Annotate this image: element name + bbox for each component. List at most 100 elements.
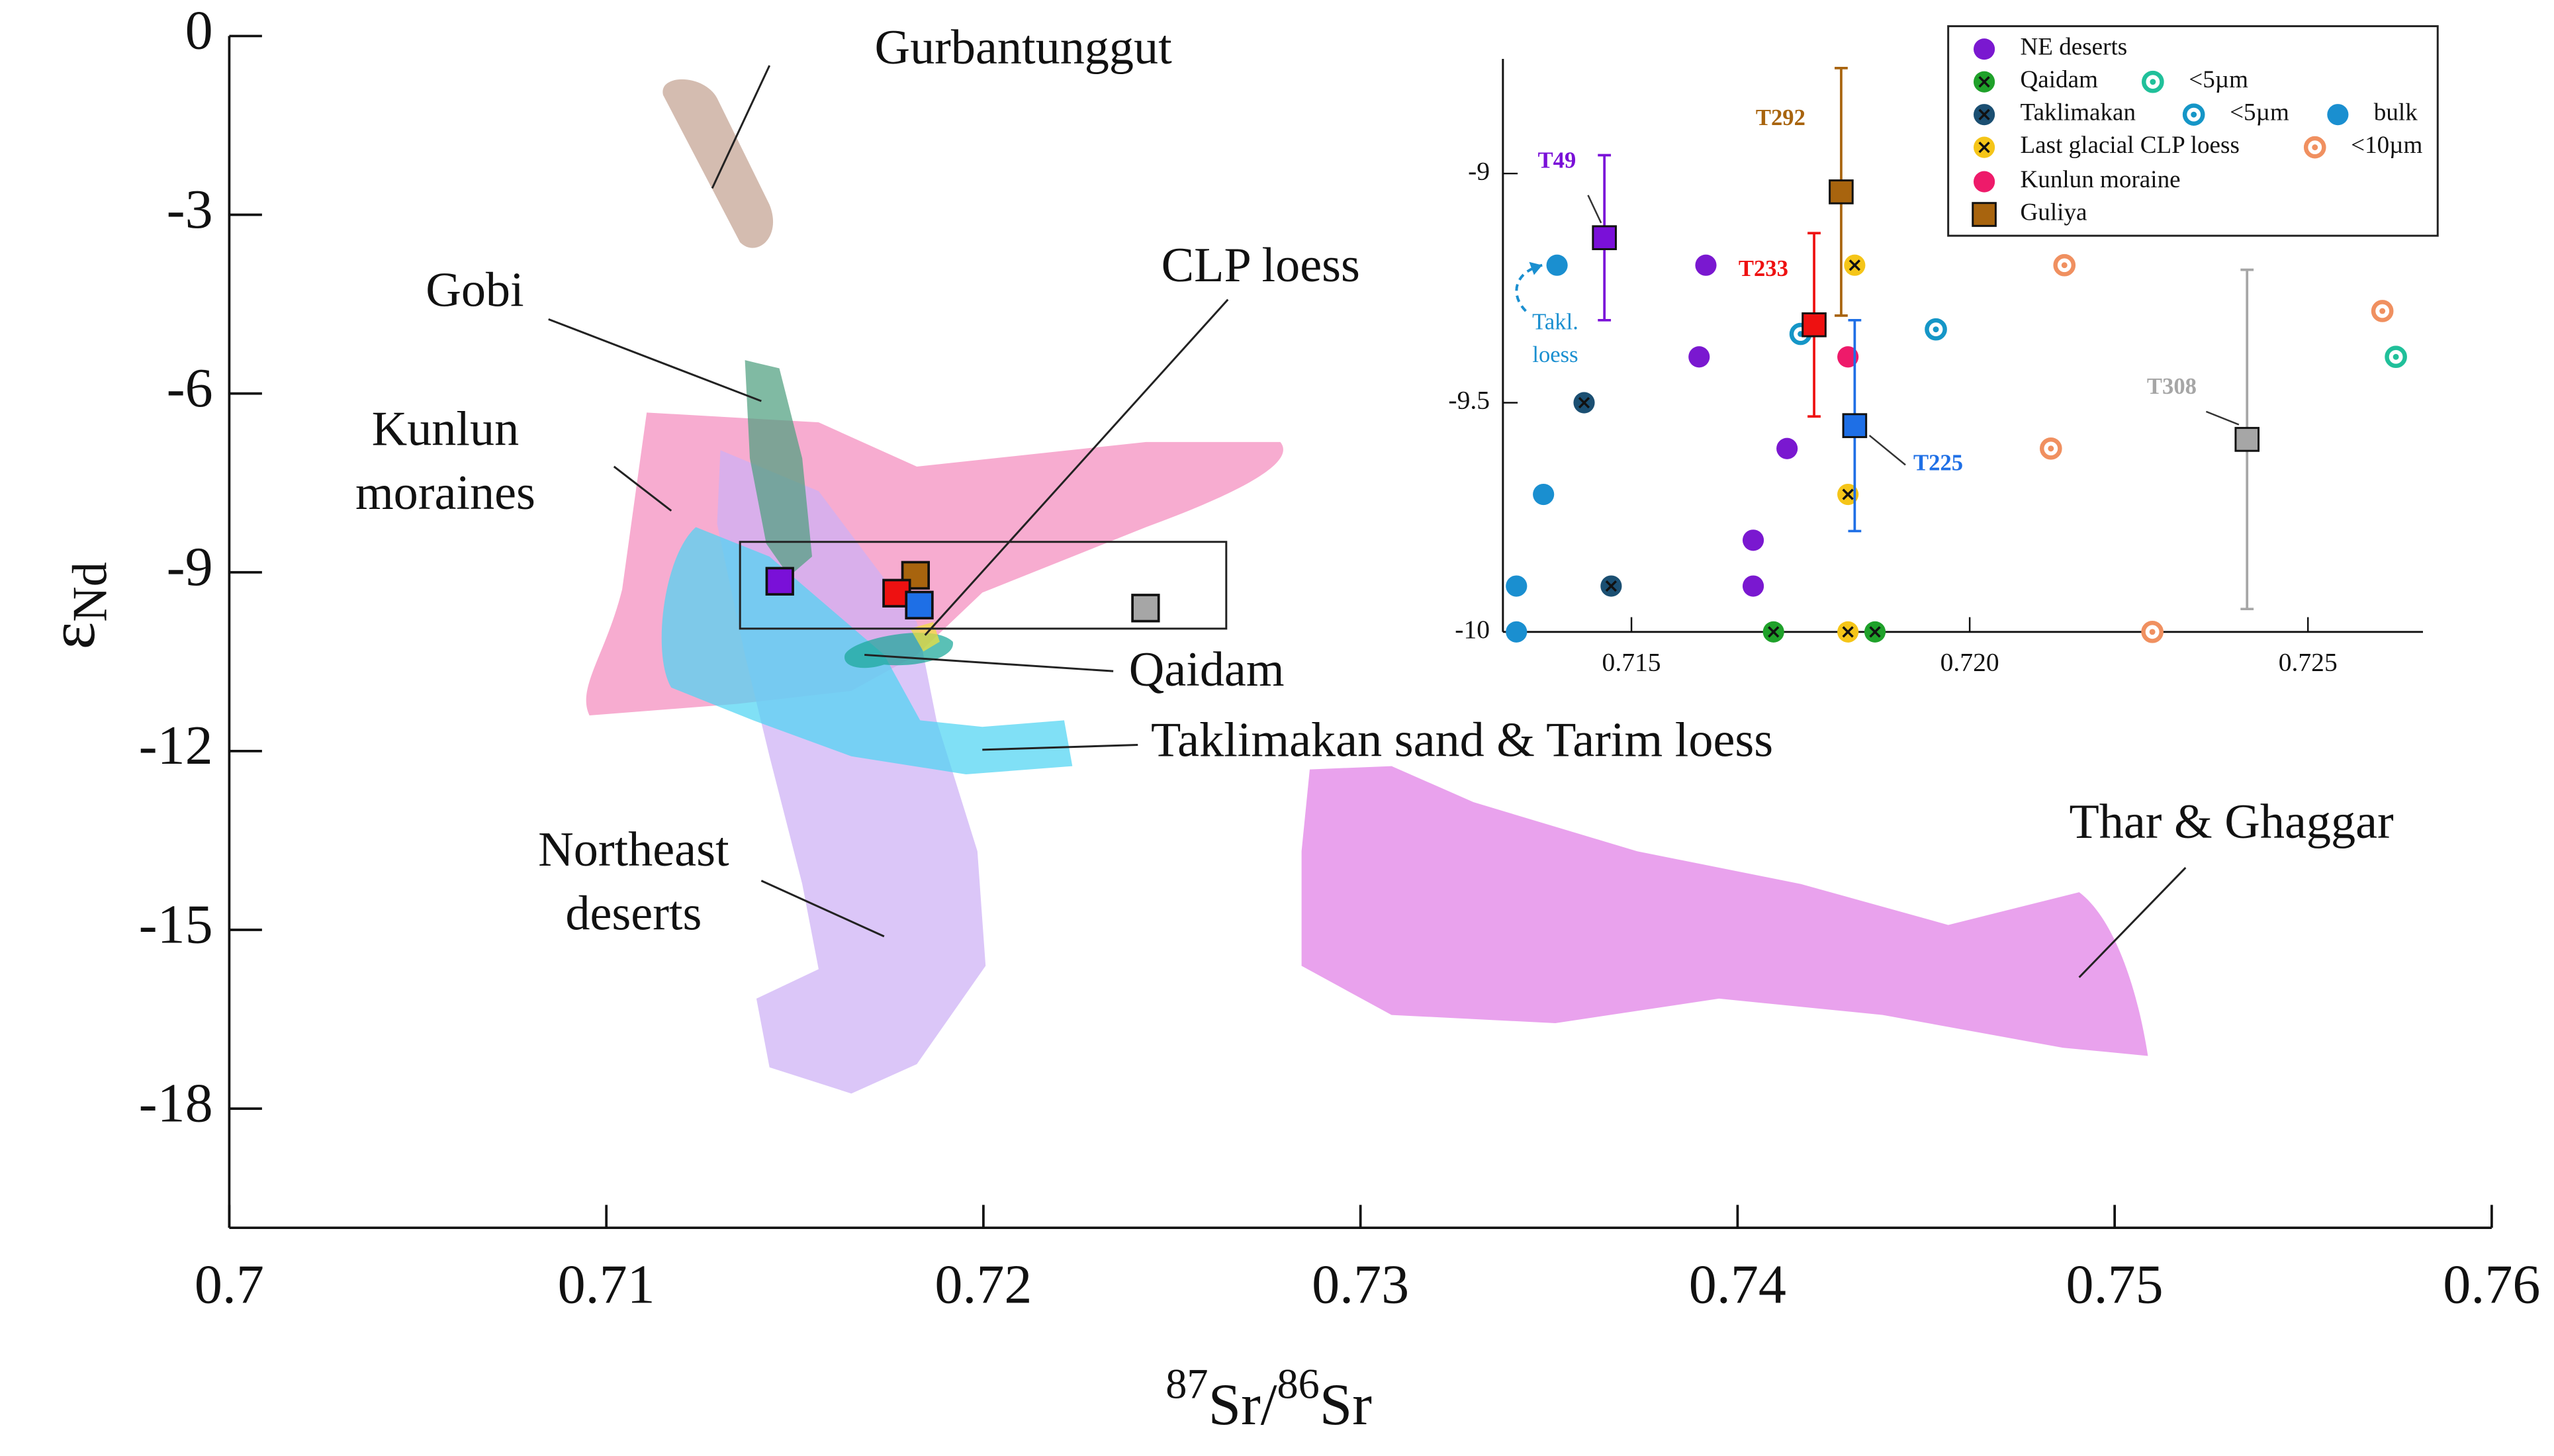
marker (1974, 171, 1995, 193)
region-label: Qaidam (1129, 643, 1285, 697)
legend-label: <10µm (2351, 132, 2422, 159)
marker (2303, 136, 2326, 159)
legend-label: bulk (2374, 99, 2418, 126)
marker (1573, 392, 1595, 414)
region (745, 360, 813, 576)
x-tick-label: 0.74 (1689, 1253, 1786, 1315)
x-tick-label: 0.73 (1312, 1253, 1409, 1315)
marker (1829, 179, 1854, 205)
marker-x (1978, 76, 1990, 88)
region-label: Thar & Ghaggar (2069, 795, 2394, 849)
marker-circle (1506, 575, 1528, 597)
marker (1842, 413, 1868, 438)
leader-line (982, 743, 1138, 751)
point-leader (1868, 435, 1906, 466)
marker-x (1768, 626, 1780, 638)
marker-circle (1837, 346, 1859, 368)
annotation-arrow (1515, 263, 1543, 312)
y-tick-label: -18 (139, 1072, 213, 1134)
x-label-part: 87 (1165, 1360, 1208, 1407)
legend-label: Guliya (2021, 199, 2087, 226)
leader-line (711, 65, 771, 189)
marker-x (1605, 580, 1618, 592)
x-label-part: 86 (1277, 1360, 1319, 1407)
marker-square (1801, 312, 1827, 338)
region-label: moraines (355, 466, 535, 520)
marker (2142, 70, 2164, 93)
leader-line (924, 298, 1229, 636)
point-label: T308 (2147, 374, 2197, 399)
region-label: Kunlun (372, 402, 520, 457)
marker (2141, 620, 2164, 643)
x-axis-label: 87Sr/86Sr (1165, 1360, 1372, 1437)
marker-dot (2191, 111, 2197, 118)
marker-dot (2149, 629, 2156, 635)
marker-dot (2150, 79, 2156, 85)
region (662, 79, 774, 248)
marker-x (1978, 141, 1990, 154)
marker (1837, 483, 1859, 506)
leader-line (2078, 866, 2187, 978)
point-label: T49 (1538, 148, 1576, 173)
marker-circle (1776, 437, 1798, 459)
marker (2371, 300, 2394, 322)
y-tick-label: -9 (167, 536, 213, 598)
marker (2053, 253, 2076, 277)
y-tick-label: -6 (167, 357, 213, 419)
marker (1974, 38, 1995, 60)
legend-label: Qaidam (2021, 66, 2099, 93)
marker (1776, 437, 1798, 459)
marker-dot (2061, 262, 2068, 269)
marker (1506, 575, 1528, 597)
marker (1974, 104, 1995, 126)
annotation: loess (1532, 342, 1578, 367)
y-label-part: Nd (64, 562, 118, 622)
marker (1688, 346, 1710, 368)
region-label: Gurbantunggut (875, 21, 1173, 75)
marker-circle (1533, 483, 1555, 506)
marker (2234, 427, 2260, 452)
leader-line (864, 653, 1114, 672)
marker (1801, 312, 1827, 338)
x-tick-label: 0.76 (2443, 1253, 2540, 1315)
marker-square (1592, 225, 1617, 250)
inset-legend-box (1947, 25, 2439, 237)
marker (1864, 621, 1886, 643)
marker-x (1842, 488, 1854, 500)
y-tick-label: -12 (139, 715, 213, 776)
marker-dot (2379, 308, 2386, 314)
y-axis-label: εNd (36, 562, 118, 649)
marker-x (1842, 626, 1854, 638)
inset-y-tick-label: -9.5 (1448, 386, 1490, 415)
region-label: Taklimakan sand & Tarim loess (1151, 713, 1773, 768)
legend-label: Kunlun moraine (2021, 166, 2181, 193)
x-tick-label: 0.71 (558, 1253, 655, 1315)
marker-x (1978, 109, 1990, 120)
marker-circle (1546, 254, 1568, 276)
marker-circle (1688, 346, 1710, 368)
marker-circle (2327, 104, 2349, 126)
inset-y-tick-label: -9 (1468, 156, 1490, 185)
marker (1974, 136, 1995, 158)
inset-extent-box (739, 541, 1228, 630)
legend-label: <5µm (2189, 66, 2248, 93)
x-label-part: Sr/ (1209, 1373, 1277, 1438)
legend-label: NE deserts (2021, 34, 2128, 61)
marker (1600, 575, 1622, 597)
point-label: T292 (1756, 105, 1805, 130)
x-label-part: Sr (1320, 1373, 1372, 1438)
marker (2327, 104, 2349, 126)
point-label: T225 (1913, 450, 1963, 475)
marker-dot (2393, 353, 2399, 360)
marker (1762, 621, 1784, 643)
marker-circle (1974, 38, 1995, 60)
inset-x-tick-label: 0.725 (2279, 647, 2338, 676)
marker-dot (1933, 326, 1939, 333)
marker-square (1829, 179, 1854, 205)
marker (1837, 621, 1859, 643)
legend-label: Last glacial CLP loess (2021, 132, 2240, 159)
leader-line (548, 318, 762, 402)
marker-square (1842, 413, 1868, 438)
